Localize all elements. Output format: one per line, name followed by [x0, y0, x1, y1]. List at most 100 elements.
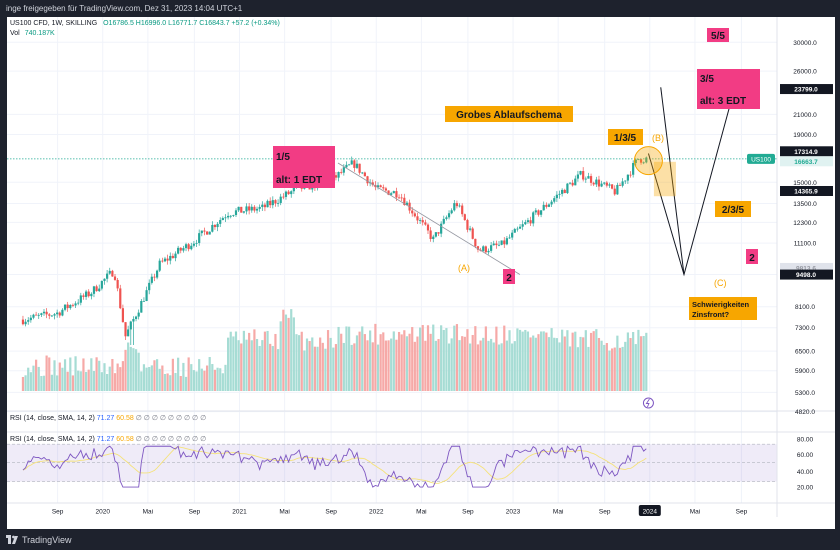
price-tick-label: 7300.0	[795, 325, 815, 332]
candle-body	[371, 182, 374, 186]
candle-body	[403, 197, 406, 205]
price-badge-14365: 14365.9	[794, 188, 818, 195]
volume-bar	[121, 361, 125, 391]
volume-bar	[492, 342, 495, 391]
chart-panel[interactable]: 30000.0 26000.0 21000.0 19000.0 15000.0 13500…	[7, 17, 835, 529]
candle-body	[468, 228, 472, 230]
volume-bar	[495, 326, 498, 391]
candle-body	[127, 329, 130, 337]
volume-bar	[366, 340, 369, 391]
volume-bar	[471, 334, 474, 391]
volume-bar	[542, 331, 545, 391]
volume-bar	[182, 362, 185, 391]
candle-body	[42, 311, 46, 314]
candle-body	[419, 220, 422, 221]
price-badge-9498: 9498.0	[796, 272, 816, 279]
candle-body	[474, 238, 477, 247]
volume-bar	[558, 342, 561, 391]
candle-body	[461, 205, 464, 215]
candle-body	[69, 304, 72, 309]
candle-body	[287, 191, 290, 195]
volume-bar	[321, 342, 324, 391]
candle-body	[269, 200, 272, 206]
candle-body	[566, 183, 569, 194]
volume-bar	[45, 355, 48, 391]
label-1-3-5-bg	[608, 129, 643, 145]
candle-body	[384, 188, 388, 191]
volume-bar	[106, 374, 109, 391]
volume-bar	[455, 324, 459, 391]
candle-body	[411, 210, 414, 214]
candle-body	[453, 203, 456, 211]
volume-bar	[98, 360, 101, 391]
volume-bar	[432, 324, 435, 391]
candle-body	[621, 181, 624, 186]
candle-body	[632, 163, 635, 175]
candle-body	[421, 220, 424, 223]
candle-body	[568, 182, 572, 184]
candle-body	[471, 228, 474, 239]
candle-body	[227, 215, 230, 218]
candle-body	[529, 220, 532, 224]
volume-bar	[434, 340, 437, 391]
candle-body	[597, 179, 601, 187]
volume-bar	[308, 341, 311, 391]
candle-body	[35, 314, 38, 316]
rsi-tick-label: 60.00	[797, 452, 814, 459]
volume-bar	[84, 371, 88, 391]
candle-body	[208, 231, 211, 235]
time-tick-label: 2020	[96, 509, 111, 516]
volume-bar	[547, 337, 551, 391]
volume-bar	[332, 347, 335, 391]
candle-body	[440, 223, 443, 234]
price-axis: 30000.0 26000.0 21000.0 19000.0 15000.0 13500…	[747, 17, 833, 517]
label-1-5: 1/5	[276, 152, 290, 163]
time-tick-label: Mai	[690, 509, 700, 516]
volume-bar	[524, 329, 527, 391]
price-badge-current2-bg	[780, 156, 833, 167]
candle-body	[521, 224, 524, 227]
candle-body	[248, 206, 251, 211]
symbol-badge-bg	[747, 153, 775, 164]
volume-bar	[576, 347, 580, 391]
volume-bar	[589, 332, 593, 391]
price-tick-label: 4820.0	[795, 409, 815, 416]
volume-bar	[95, 357, 98, 391]
price-tick-label: 11100.0	[794, 241, 817, 248]
price-tick-label: 5300.0	[795, 390, 815, 397]
volume-bar	[142, 364, 146, 391]
brand-name: TradingView	[22, 535, 72, 545]
price-tick-label: 26000.0	[793, 69, 817, 76]
volume-bar	[242, 330, 245, 391]
rsi-legend-1: RSI (14, close, SMA, 14, 2) 71.27 60.58 …	[10, 414, 206, 422]
volume-bar	[369, 330, 372, 391]
volume-bar	[618, 347, 622, 391]
candle-body	[100, 280, 103, 289]
trend-line	[337, 162, 521, 275]
candle-body	[392, 191, 395, 194]
candle-body	[74, 303, 77, 306]
candle-body	[63, 304, 67, 310]
chart-canvas[interactable]: 30000.0 26000.0 21000.0 19000.0 15000.0 13500…	[7, 17, 835, 529]
volume-bar	[416, 336, 419, 391]
volume-bar	[413, 341, 416, 391]
volume-bar	[474, 326, 477, 391]
candle-body	[526, 220, 530, 223]
volume-bar	[61, 367, 64, 391]
forecast-alt-path	[660, 87, 685, 275]
volume-bar	[563, 336, 566, 391]
price-tick-label: 6500.0	[795, 349, 815, 356]
time-tick-label: Sep	[189, 509, 201, 516]
rsi-legend-label: RSI (14, close, SMA, 14, 2)	[10, 436, 95, 443]
candle-body	[129, 321, 132, 330]
volume-bar	[639, 336, 643, 391]
volume-legend: Vol 740.187K	[10, 30, 55, 37]
volume-bar	[508, 330, 511, 391]
candle-body	[71, 304, 75, 306]
candle-body	[169, 255, 172, 261]
candle-body	[626, 174, 629, 181]
volume-bar	[353, 343, 356, 391]
volume-bar	[513, 341, 516, 391]
volume-bar	[190, 364, 193, 391]
volume-bar	[134, 349, 138, 391]
